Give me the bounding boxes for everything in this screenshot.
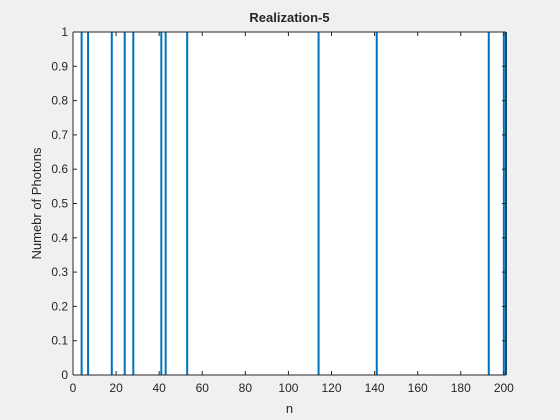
chart-title: Realization-5 [249,10,329,25]
y-tick-label: 0.4 [51,231,68,245]
x-tick-label: 80 [239,381,253,395]
y-tick-label: 0.5 [51,197,68,211]
y-tick-label: 0.1 [51,334,68,348]
x-tick-label: 100 [278,381,298,395]
y-tick-label: 0.9 [51,59,68,73]
y-tick-label: 0.2 [51,299,68,313]
y-axis-label: Numebr of Photons [29,147,44,260]
x-tick-label: 20 [109,381,123,395]
y-tick-label: 0.3 [51,265,68,279]
x-tick-label: 140 [365,381,385,395]
x-ticks: 0 20 40 60 80 100 120 140 160 180 200 [70,32,514,395]
y-tick-label: 0.7 [51,128,68,142]
stem-series [80,32,507,375]
x-tick-label: 40 [152,381,166,395]
x-tick-label: 0 [70,381,77,395]
x-tick-label: 180 [451,381,471,395]
x-tick-label: 160 [408,381,428,395]
y-tick-label: 1 [61,25,68,39]
x-tick-label: 60 [196,381,210,395]
y-tick-label: 0 [61,368,68,382]
x-axis-label: n [286,401,293,416]
plot-area [73,32,506,375]
y-ticks: 0 0.1 0.2 0.3 0.4 0.5 0.6 0.7 0.8 0.9 1 [51,25,506,382]
x-tick-label: 120 [321,381,341,395]
x-tick-label: 200 [494,381,514,395]
y-tick-label: 0.6 [51,162,68,176]
y-tick-label: 0.8 [51,94,68,108]
